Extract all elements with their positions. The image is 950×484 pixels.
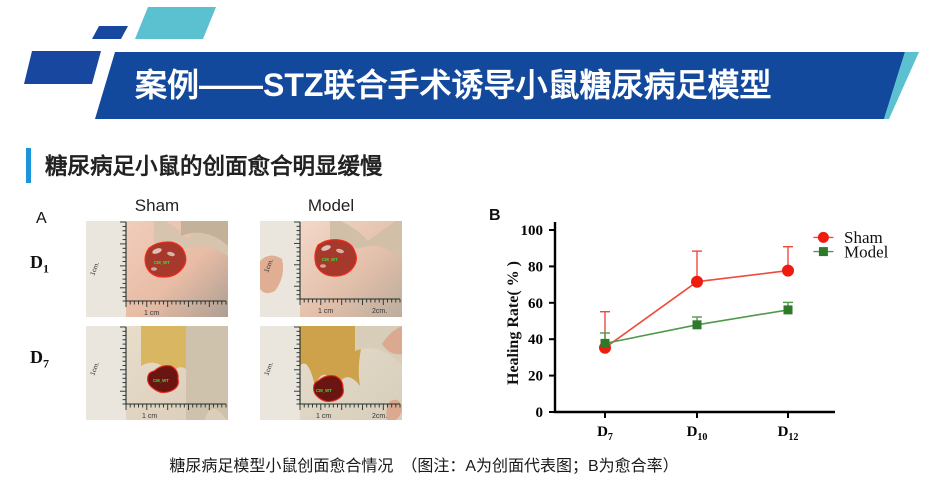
svg-text:20: 20 xyxy=(528,369,543,385)
svg-text:2cm.: 2cm. xyxy=(372,308,387,315)
svg-text:40: 40 xyxy=(528,332,543,348)
svg-text:2cm.: 2cm. xyxy=(372,413,387,420)
svg-text:D12: D12 xyxy=(778,424,799,443)
svg-text:CM_WT: CM_WT xyxy=(322,257,338,262)
svg-text:1 cm: 1 cm xyxy=(316,413,331,420)
svg-text:1 cm: 1 cm xyxy=(142,413,157,420)
svg-text:100: 100 xyxy=(521,223,544,239)
svg-text:1 cm: 1 cm xyxy=(318,308,333,315)
svg-text:0: 0 xyxy=(536,405,544,421)
svg-text:D10: D10 xyxy=(687,424,708,443)
svg-text:CM_WT: CM_WT xyxy=(154,260,170,265)
svg-text:CM_WT: CM_WT xyxy=(316,388,332,393)
svg-text:Model: Model xyxy=(844,243,889,262)
svg-text:CM_WT: CM_WT xyxy=(153,378,169,383)
svg-text:80: 80 xyxy=(528,259,543,275)
svg-text:60: 60 xyxy=(528,296,543,312)
svg-text:1 cm: 1 cm xyxy=(144,310,159,317)
svg-text:案例——STZ联合手术诱导小鼠糖尿病足模型: 案例——STZ联合手术诱导小鼠糖尿病足模型 xyxy=(135,67,771,103)
svg-text:D7: D7 xyxy=(597,424,613,443)
